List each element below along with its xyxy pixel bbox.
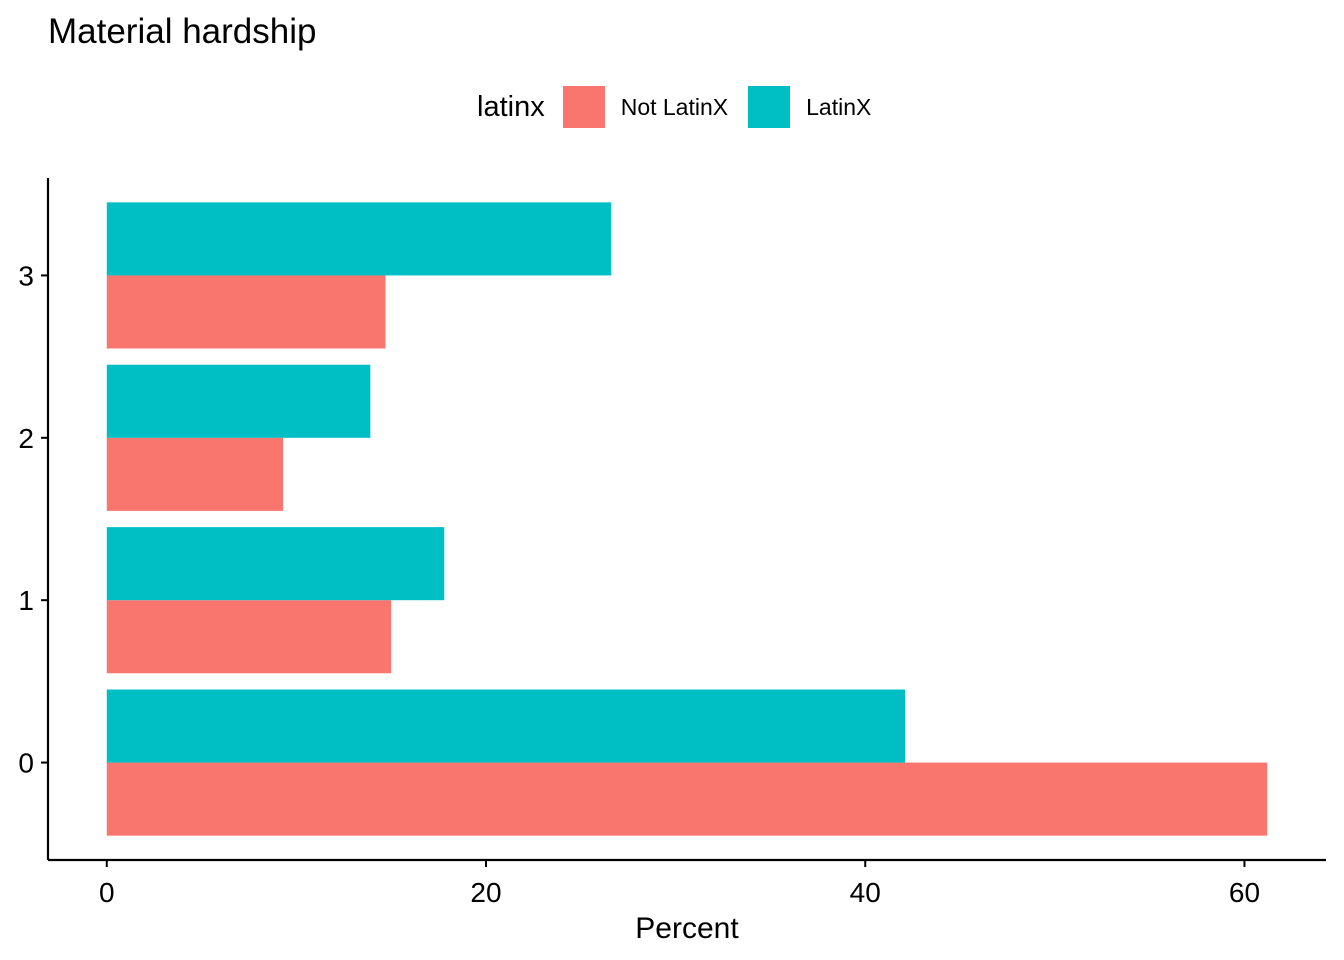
x-tick-label-60: 60 [1229,877,1260,908]
legend-label-latinx: LatinX [806,93,872,120]
y-tick-label-2: 2 [18,423,34,454]
y-tick-label-1: 1 [18,585,34,616]
legend-title: latinx [477,90,545,123]
bar-latinx-0 [106,689,906,763]
bar-not-latinx-2 [106,437,284,511]
legend-key-not-latinx [562,86,605,128]
bar-not-latinx-3 [106,275,386,349]
x-axis-title: Percent [635,912,739,945]
bar-latinx-2 [106,364,371,438]
bar-latinx-3 [106,202,612,276]
x-tick-label-40: 40 [850,877,881,908]
legend-item-latinx: LatinX [748,86,871,128]
y-tick-label-0: 0 [18,748,34,779]
legend-item-not-latinx: Not LatinX [562,86,729,128]
bar-not-latinx-0 [106,762,1268,836]
x-tick-label-20: 20 [470,877,501,908]
bar-latinx-1 [106,527,445,601]
chart-title: Material hardship [48,12,317,51]
x-tick-label-0: 0 [99,877,115,908]
legend-key-latinx [748,86,791,128]
bar-not-latinx-1 [106,600,392,674]
legend: latinx Not LatinX LatinX [477,86,891,128]
legend-label-not-latinx: Not LatinX [620,93,729,120]
y-tick-label-3: 3 [18,260,34,291]
